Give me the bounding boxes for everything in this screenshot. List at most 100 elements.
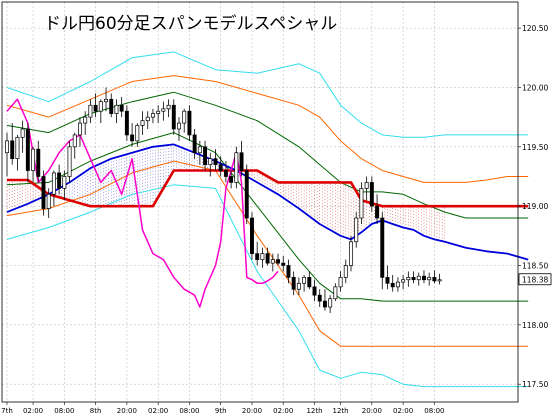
candle-body: [364, 182, 369, 189]
candle-body: [104, 98, 108, 103]
candle-body: [197, 146, 202, 154]
candle-body: [416, 275, 421, 281]
candle-body: [46, 193, 51, 209]
candle-body: [119, 104, 124, 112]
x-tick-label: 12th: [306, 407, 322, 415]
x-tick-label: 20:00: [117, 407, 137, 415]
candle-body: [208, 158, 213, 165]
candle-body: [25, 128, 30, 171]
current-price-label: 118.38: [522, 276, 548, 285]
candle-body: [93, 104, 98, 112]
candle-body: [317, 294, 322, 302]
x-tick-label: 8th: [90, 407, 102, 415]
candle-body: [171, 104, 176, 130]
x-tick-label: 9th: [215, 407, 227, 415]
candle-body: [213, 158, 218, 165]
candle-body: [328, 298, 333, 308]
candle-body: [57, 172, 62, 189]
x-tick-label: 12th: [333, 407, 349, 415]
x-tick-label: 02:00: [23, 407, 43, 415]
candle-body: [270, 259, 275, 264]
x-tick-label: 08:00: [179, 407, 199, 415]
candle-body: [62, 176, 67, 189]
x-tick-label: 02:00: [393, 407, 413, 415]
candle-body: [375, 205, 380, 219]
candle-body: [10, 140, 15, 160]
candle-body: [187, 110, 192, 136]
candle-body: [432, 277, 437, 282]
candle-body: [229, 176, 234, 183]
candle-body: [385, 277, 390, 284]
line-bb3: [6, 51, 529, 138]
candle-body: [390, 282, 395, 288]
candle-body: [150, 113, 155, 118]
candle-body: [265, 253, 270, 264]
candle-body: [20, 128, 25, 138]
candle-body: [437, 279, 442, 282]
current-price-tag: 118.38: [518, 273, 552, 286]
candle-body: [406, 277, 411, 281]
candle-body: [411, 277, 416, 281]
candle-body: [255, 253, 260, 260]
candle-body: [31, 148, 36, 171]
line-bb2: [6, 160, 529, 347]
candle-body: [380, 217, 385, 278]
indicator-lines: [6, 51, 529, 388]
candle-body: [338, 277, 343, 288]
candle-body: [401, 279, 406, 283]
candle-body: [239, 152, 244, 171]
candle-body: [296, 282, 301, 290]
x-tick-label: 02:00: [148, 407, 168, 415]
candle-body: [369, 182, 374, 207]
candle-body: [395, 281, 400, 288]
y-axis: 120.50 120.00 119.50 119.00 118.50 118.00 117.…: [518, 24, 548, 389]
y-tick-label: 120.50: [522, 24, 548, 33]
candle-body: [83, 116, 88, 124]
x-tick-label: 02:00: [273, 407, 293, 415]
y-tick-label: 117.50: [522, 380, 548, 389]
candle-body: [343, 265, 348, 278]
line-span-a: [6, 143, 529, 261]
y-tick-label: 118.50: [522, 262, 548, 271]
candle-body: [427, 277, 432, 281]
candle-body: [276, 259, 280, 264]
candle-body: [250, 217, 254, 254]
plot-frame: [1, 1, 519, 403]
y-tick-label: 119.50: [522, 143, 548, 152]
candle-body: [166, 104, 171, 110]
candle-body: [260, 253, 265, 260]
candle-body: [322, 300, 327, 308]
candle-body: [67, 146, 72, 177]
candle-body: [72, 134, 77, 148]
candle-body: [354, 217, 359, 243]
candle-body: [140, 120, 145, 126]
candle-body: [182, 110, 187, 124]
candle-body: [41, 176, 46, 209]
candle-body: [312, 286, 317, 296]
candle-body: [244, 170, 249, 219]
candle-body: [234, 152, 239, 183]
candles: [5, 87, 442, 313]
candle-body: [203, 146, 208, 165]
line-bb2: [6, 75, 529, 183]
candle-body: [286, 265, 291, 278]
candle-body: [281, 262, 286, 266]
candle-body: [109, 98, 114, 114]
candle-body: [302, 277, 307, 284]
candle-body: [177, 122, 181, 130]
x-tick-label: 20:00: [362, 407, 382, 415]
candle-body: [218, 164, 223, 171]
candle-body: [349, 241, 353, 266]
candle-body: [51, 172, 56, 195]
line-lag: [6, 98, 279, 308]
x-tick-label: 7th: [1, 407, 13, 415]
candle-body: [124, 110, 129, 136]
candle-body: [291, 277, 296, 290]
candle-body: [333, 286, 338, 300]
line-bb3: [6, 184, 529, 388]
candle-body: [223, 170, 228, 177]
candle-body: [192, 134, 197, 154]
